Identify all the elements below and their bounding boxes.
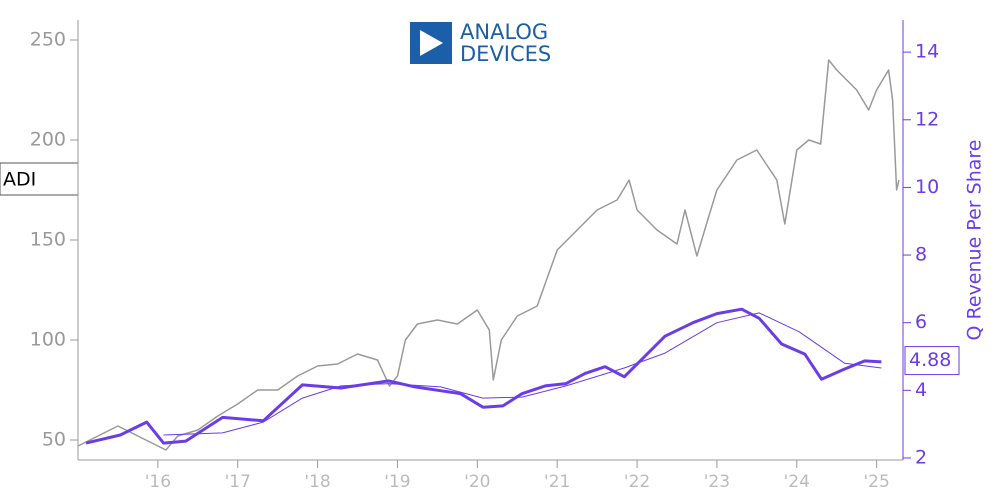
logo-text: DEVICES (460, 42, 551, 66)
x-tick-label: '18 (304, 472, 330, 492)
y2-tick-label: 10 (915, 176, 939, 198)
series-line (77, 59, 900, 451)
x-tick-label: '21 (544, 472, 570, 492)
current-value-label: 4.88 (909, 349, 951, 371)
y2-tick-label: 2 (915, 446, 927, 468)
y2-axis-label: Q Revenue Per Share (964, 140, 986, 341)
x-tick-label: '16 (145, 472, 171, 492)
y-tick-label: 250 (30, 29, 66, 51)
x-tick-label: '17 (225, 472, 251, 492)
x-tick-label: '19 (384, 472, 410, 492)
logo: ANALOG DEVICES (410, 20, 551, 66)
current-value-box (904, 346, 960, 376)
ticker-box (0, 162, 79, 196)
y2-tick-label: 6 (915, 311, 927, 333)
y-tick-label: 50 (42, 429, 66, 451)
y2-tick-label: 4 (915, 379, 927, 401)
series-line (163, 312, 882, 436)
series-line (85, 307, 882, 445)
ticker-label: ADI (3, 169, 36, 191)
x-tick-label: '25 (863, 472, 889, 492)
y-tick-label: 100 (30, 329, 66, 351)
y-tick-label: 200 (30, 129, 66, 151)
logo-text: ANALOG (460, 20, 548, 44)
x-tick-label: '20 (464, 472, 490, 492)
x-tick-label: '24 (784, 472, 810, 492)
x-tick-label: '22 (624, 472, 650, 492)
y2-tick-label: 8 (915, 244, 927, 266)
x-tick-label: '23 (704, 472, 730, 492)
y-tick-label: 150 (30, 229, 66, 251)
logo-triangle (420, 30, 443, 56)
y2-tick-label: 12 (915, 108, 939, 130)
y2-tick-label: 14 (915, 41, 939, 63)
